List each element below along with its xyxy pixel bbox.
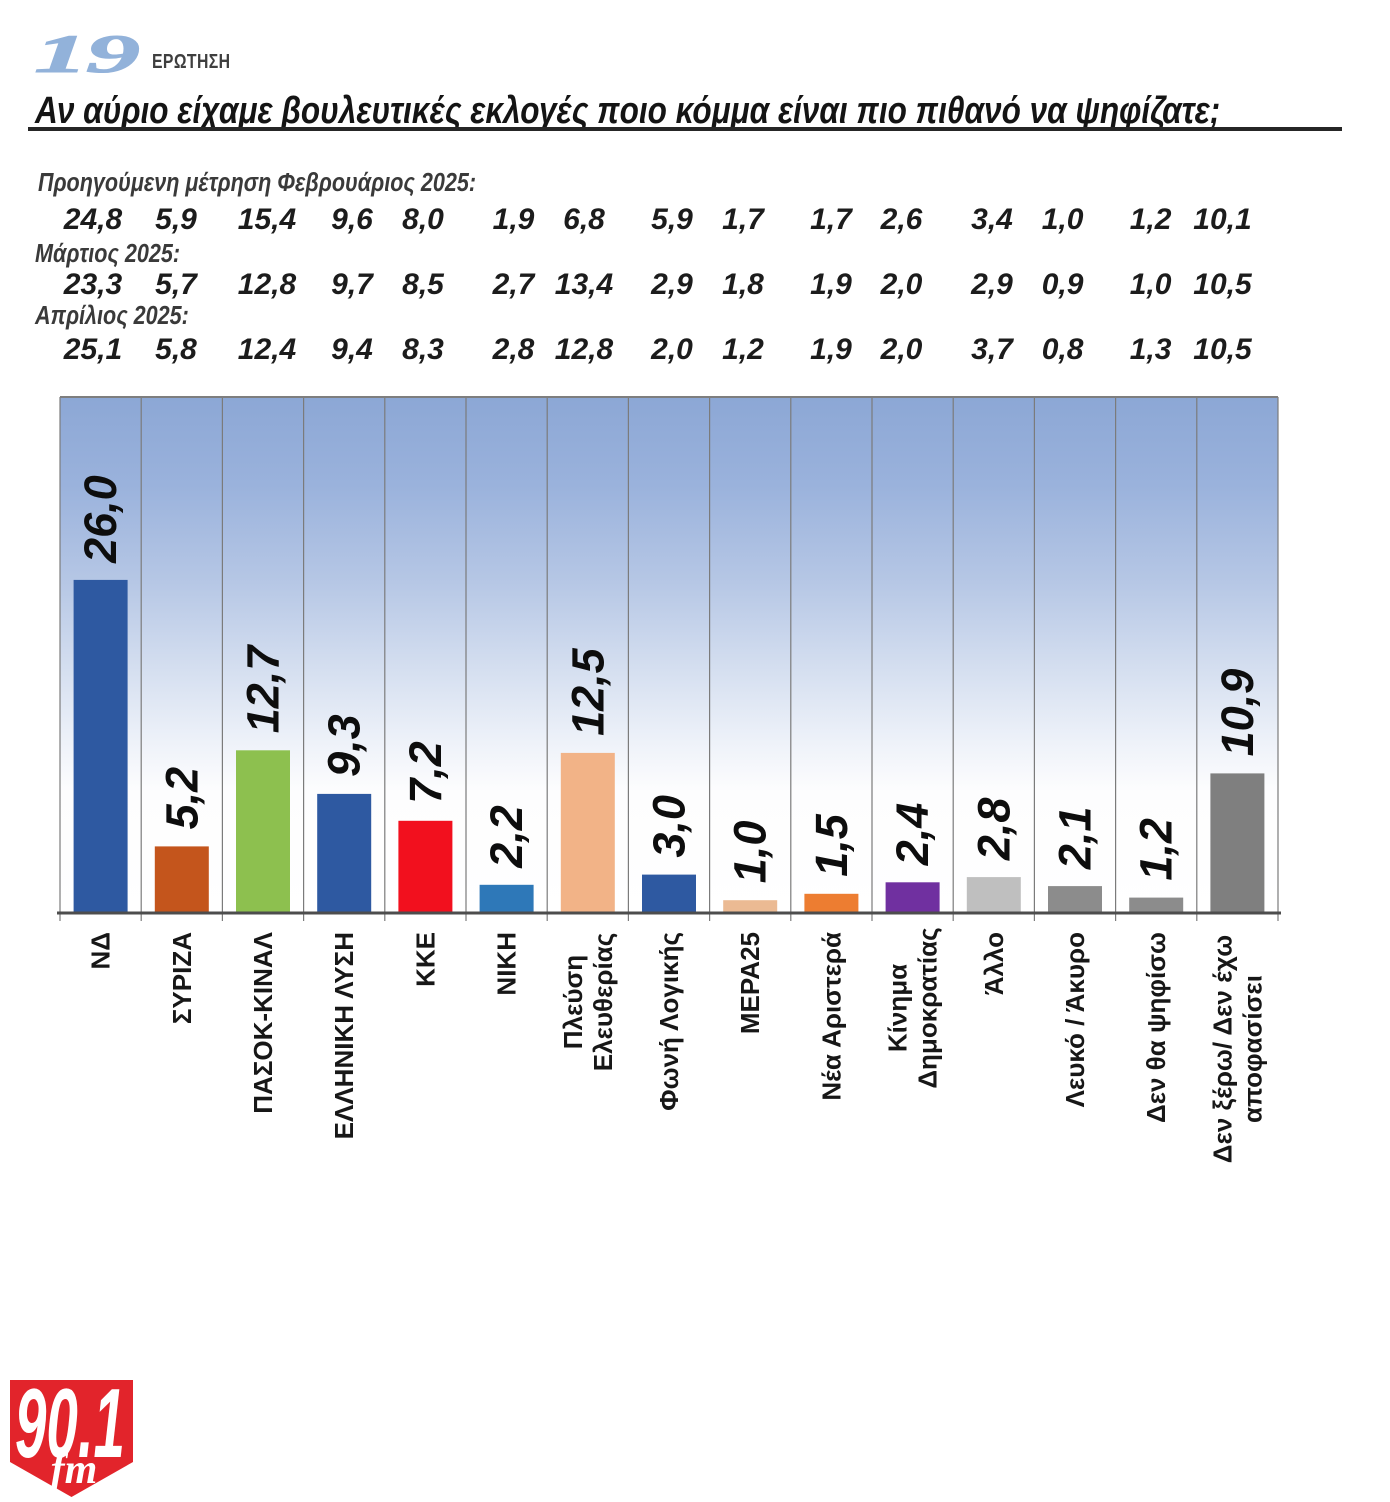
- svg-text:1,0: 1,0: [725, 821, 776, 884]
- svg-text:12,7: 12,7: [238, 644, 289, 734]
- svg-text:ΜΕΡΑ25: ΜΕΡΑ25: [735, 932, 765, 1034]
- svg-text:ΚΚΕ: ΚΚΕ: [410, 932, 440, 987]
- svg-text:Άλλο: Άλλο: [979, 932, 1009, 995]
- svg-text:9,3: 9,3: [319, 714, 370, 777]
- svg-text:Δημοκρατίας: Δημοκρατίας: [913, 927, 943, 1088]
- svg-text:ΝΔ: ΝΔ: [86, 932, 116, 969]
- svg-text:7,2: 7,2: [400, 741, 451, 804]
- svg-text:Ελευθερίας: Ελευθερίας: [588, 933, 618, 1071]
- svg-text:ΕΛΛΗΝΙΚΗ ΛΥΣΗ: ΕΛΛΗΝΙΚΗ ΛΥΣΗ: [329, 932, 359, 1139]
- svg-text:2,8: 2,8: [968, 798, 1019, 862]
- svg-text:Δεν ξέρω/ Δεν έχω: Δεν ξέρω/ Δεν έχω: [1207, 935, 1237, 1163]
- svg-text:Φωνή Λογικής: Φωνή Λογικής: [654, 932, 684, 1111]
- svg-text:1,5: 1,5: [806, 813, 857, 877]
- svg-text:Κίνημα: Κίνημα: [883, 964, 913, 1052]
- svg-text:fm: fm: [51, 1447, 98, 1493]
- svg-text:5,2: 5,2: [156, 767, 207, 830]
- svg-text:Πλεύση: Πλεύση: [558, 955, 588, 1049]
- svg-text:26,0: 26,0: [75, 475, 126, 564]
- svg-text:12,5: 12,5: [562, 647, 613, 736]
- svg-text:1,2: 1,2: [1131, 818, 1182, 881]
- svg-text:2,1: 2,1: [1050, 807, 1101, 871]
- svg-text:ΝΙΚΗ: ΝΙΚΗ: [492, 932, 522, 996]
- svg-text:αποφασίσει: αποφασίσει: [1237, 975, 1267, 1123]
- svg-text:2,4: 2,4: [887, 803, 938, 867]
- svg-text:90.1: 90.1: [15, 1372, 125, 1478]
- svg-text:ΣΥΡΙΖΑ: ΣΥΡΙΖΑ: [167, 932, 197, 1024]
- svg-text:Λευκό / Άκυρο: Λευκό / Άκυρο: [1060, 932, 1090, 1107]
- svg-text:Δεν θα ψηφίσω: Δεν θα ψηφίσω: [1141, 932, 1171, 1123]
- svg-text:Νέα Αριστερά: Νέα Αριστερά: [816, 932, 846, 1101]
- svg-text:3,0: 3,0: [644, 795, 695, 858]
- svg-text:ΠΑΣΟΚ-ΚΙΝΑΛ: ΠΑΣΟΚ-ΚΙΝΑΛ: [248, 931, 278, 1113]
- svg-text:2,2: 2,2: [481, 805, 532, 869]
- svg-text:10,9: 10,9: [1212, 669, 1263, 757]
